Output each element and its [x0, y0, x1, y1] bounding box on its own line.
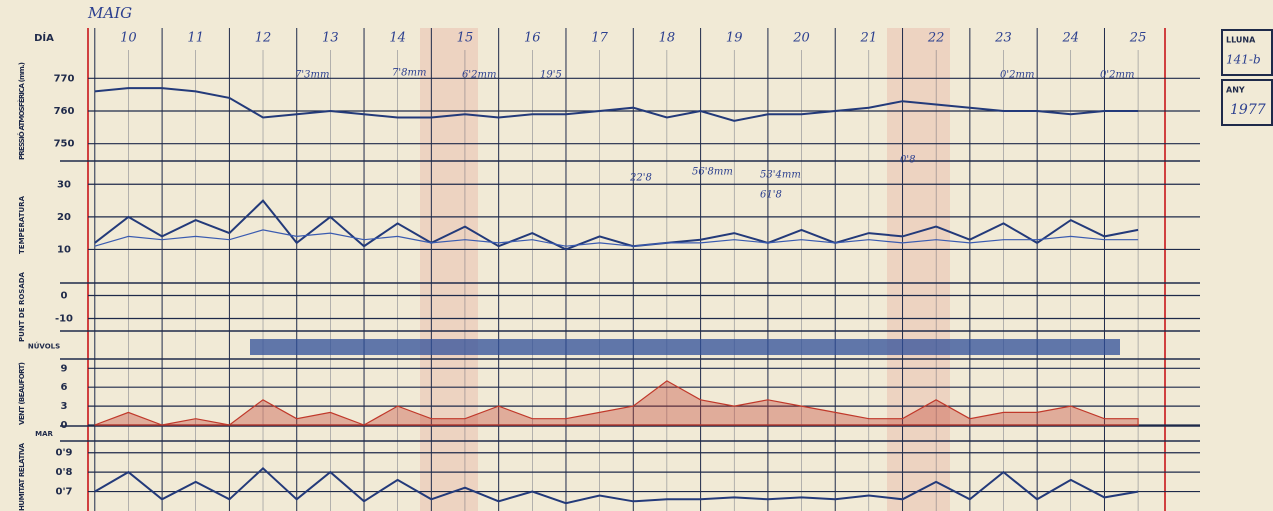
day-label: 24: [1061, 31, 1079, 46]
annotation: 61'8: [760, 190, 782, 201]
y-tick-label: 20: [57, 212, 71, 223]
day-label: 20: [792, 31, 810, 46]
data-line: [94, 229, 1139, 247]
side-panel: LLUNA 141-b ANY 1977: [1221, 29, 1273, 126]
panel-label: VENT (BEAUFORT): [18, 362, 26, 425]
panel-label: TEMPERATURA: [18, 195, 26, 254]
panel-label: NÚVOLS: [28, 342, 60, 351]
panel-label: HUMITAT RELATIVA: [18, 442, 26, 511]
y-tick-label: 10: [57, 244, 71, 255]
day-label: 15: [457, 31, 474, 46]
annotation: 22'8: [629, 173, 652, 184]
moon-label: LLUNA: [1226, 36, 1256, 45]
day-label: 16: [524, 31, 541, 46]
annotation: 6'2mm: [462, 70, 496, 81]
annotation: 0'8: [900, 155, 915, 166]
annotation: 19'5: [540, 70, 562, 81]
day-label: 13: [322, 31, 339, 46]
day-label: 22: [927, 31, 945, 46]
day-label: 25: [1129, 31, 1147, 46]
y-tick-label: 770: [54, 73, 75, 84]
y-tick-label: 760: [54, 106, 75, 117]
day-label: 14: [389, 31, 406, 46]
y-tick-label: 30: [57, 179, 71, 190]
y-tick-label: 0'9: [56, 448, 73, 459]
panel-label: PUNT DE ROSADA: [18, 271, 26, 342]
day-label: DÍA: [34, 31, 54, 44]
wind-area: [94, 380, 1139, 426]
year: 1977: [1230, 102, 1266, 118]
data-line: [94, 87, 1139, 122]
annotation: 53'4mm: [760, 170, 801, 181]
day-label: 21: [860, 31, 878, 46]
data-line: [94, 199, 1139, 251]
y-tick-label: 3: [61, 401, 68, 412]
y-tick-label: 0: [61, 420, 68, 431]
annotation: 56'8mm: [692, 167, 733, 178]
cloud-strip: [250, 339, 1120, 355]
moon-box: [1221, 29, 1273, 76]
y-tick-label: 0: [61, 291, 68, 302]
day-label: 19: [726, 31, 743, 46]
holiday-shade: [420, 28, 478, 511]
y-tick-label: 750: [54, 139, 75, 150]
moon-value: 141-b: [1226, 53, 1261, 67]
day-label: 23: [994, 31, 1012, 46]
y-tick-label: 6: [61, 382, 68, 393]
panel-label: MAR: [35, 430, 53, 438]
day-label: 18: [659, 31, 676, 46]
holiday-shade: [887, 28, 950, 511]
annotation: 7'3mm: [295, 70, 329, 81]
year-box: [1221, 79, 1273, 126]
y-tick-label: 9: [61, 363, 68, 374]
day-label: 12: [255, 31, 272, 46]
y-tick-label: 0'8: [56, 467, 73, 478]
annotation: 7'8mm: [392, 68, 426, 79]
day-label: 17: [591, 31, 608, 46]
day-label: 11: [187, 31, 204, 46]
annotation: 0'2mm: [1100, 70, 1134, 81]
y-tick-label: 0'7: [56, 487, 73, 498]
y-tick-label: -10: [55, 314, 73, 325]
data-line: [94, 466, 1139, 505]
annotation: 0'2mm: [1000, 70, 1034, 81]
panel-label: PRESSIÓ ATMOSFÈRICA (mm.): [17, 62, 26, 160]
day-label: 10: [120, 31, 137, 46]
month: MAIG: [87, 4, 132, 22]
year-label: ANY: [1226, 86, 1245, 95]
